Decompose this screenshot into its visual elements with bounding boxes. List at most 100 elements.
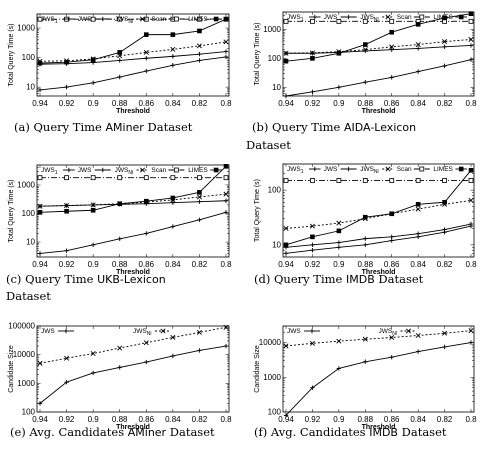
x-tick-label: 0.82 — [437, 415, 453, 424]
data-point-jws — [170, 224, 176, 229]
data-point-limes — [223, 16, 229, 22]
x-tick-label: 0.84 — [410, 260, 426, 269]
data-point-scan — [468, 178, 474, 183]
x-tick-label: 0.8 — [465, 415, 477, 424]
series-line-limes — [285, 13, 472, 62]
x-tick-label: 0.9 — [333, 415, 345, 424]
chart-panel-a: 10 100 1000 0.94 0.92 0.9 0.88 0.86 0.84 0.82 0.8 T… — [8, 13, 232, 134]
data-point-jws — [64, 84, 69, 90]
x-tick-label: 0.8 — [465, 260, 477, 269]
data-point-limes — [64, 59, 69, 65]
legend-marker — [312, 166, 317, 172]
data-point-limes — [197, 190, 202, 195]
x-tick-label: 0.86 — [384, 99, 400, 108]
data-point-limes — [117, 50, 123, 55]
x-tick-label: 0.84 — [165, 99, 181, 108]
data-point-scan — [117, 175, 123, 181]
series-line-jws-nl — [285, 330, 472, 347]
x-axis-label: Threshold — [116, 108, 150, 115]
x-tick-label: 0.82 — [437, 99, 453, 108]
series-line-jws — [285, 342, 472, 416]
data-point-scan — [117, 16, 123, 22]
legend-marker — [66, 167, 72, 173]
legend-marker — [173, 16, 179, 22]
plot-frame — [36, 325, 230, 413]
chart-caption: (e) Avg. Candidates AMiner Dataset — [10, 425, 215, 439]
data-point-jws-nl — [143, 49, 149, 55]
data-point-limes — [468, 168, 474, 173]
data-point-jws — [170, 353, 176, 359]
data-point-jws — [442, 63, 447, 69]
data-point-limes — [415, 22, 421, 27]
legend-label: JWSNl — [360, 166, 378, 175]
data-point-jws-nl — [415, 206, 421, 212]
y-axis-label: Candidate Size — [254, 345, 261, 393]
series-line-jws — [285, 225, 472, 254]
data-point-limes — [117, 201, 123, 207]
legend-marker — [100, 16, 105, 22]
y-tick-label: 10 — [26, 83, 35, 92]
y-axis-label: Total Query Time (s) — [254, 179, 261, 242]
data-point-jws — [37, 251, 43, 256]
series-line-jws — [39, 345, 227, 404]
legend-label: JWS1 — [287, 166, 304, 175]
chart-caption-cont: Dataset — [6, 289, 51, 303]
legend-label: LIMES — [188, 167, 208, 174]
data-point-jws-nl — [90, 202, 96, 208]
data-point-jws — [90, 242, 96, 248]
data-point-jws-nl — [415, 42, 421, 48]
data-point-jws-nl — [442, 39, 448, 45]
legend-marker — [312, 14, 317, 20]
legend-marker — [66, 16, 72, 22]
data-point-jws-1 — [336, 240, 342, 245]
data-point-jws — [283, 251, 289, 256]
x-tick-label: 0.92 — [59, 415, 75, 424]
legend-label: JWS — [287, 328, 301, 335]
data-point-jws-nl — [283, 225, 289, 231]
data-point-scan — [415, 178, 421, 183]
data-point-jws — [117, 236, 122, 242]
data-point-jws — [197, 348, 202, 353]
series-line-jws-nl — [285, 39, 472, 54]
legend-label: JWS1 — [41, 167, 58, 176]
legend-label: JWSNl — [133, 328, 151, 337]
x-tick-label: 0.86 — [138, 415, 154, 424]
chart-panel-d: 10 100 0.94 0.92 0.9 0.88 0.86 0.84 0.82 0.8 Thres… — [254, 163, 477, 286]
legend-label: JWS1 — [41, 16, 58, 25]
data-point-limes — [170, 32, 176, 37]
x-tick-label: 0.8 — [220, 415, 232, 424]
data-point-jws-1 — [170, 54, 176, 59]
data-point-jws — [442, 344, 447, 350]
y-tick-label: 100000 — [8, 322, 35, 331]
data-point-jws-nl — [362, 47, 368, 53]
legend-label: JWS — [78, 16, 92, 23]
series-line-jws-1 — [285, 223, 472, 248]
data-point-jws — [336, 85, 342, 90]
data-point-jws — [468, 57, 474, 62]
y-tick-label: 10 — [26, 238, 35, 247]
y-axis-label: Candidate Size — [8, 345, 15, 393]
y-tick-label: 1000 — [17, 180, 35, 189]
y-tick-label: 100 — [268, 54, 282, 63]
plot-frame — [282, 325, 475, 413]
data-point-limes — [283, 58, 289, 64]
x-tick-label: 0.88 — [112, 260, 128, 269]
data-point-scan — [283, 18, 289, 24]
data-point-jws — [336, 245, 342, 250]
x-tick-label: 0.88 — [357, 260, 373, 269]
data-point-scan — [197, 175, 202, 181]
legend-marker — [405, 328, 412, 334]
legend-label: JWS — [324, 166, 338, 173]
chart-panel-f: 100 1000 10000 0.94 0.92 0.9 0.88 0.86 0.84 0.82 0… — [254, 325, 477, 439]
y-axis-label: Total Query Time (s) — [254, 22, 261, 85]
data-point-jws — [37, 401, 43, 406]
x-tick-label: 0.8 — [465, 99, 477, 108]
series-line-jws-nl — [39, 193, 227, 207]
legend-marker — [346, 166, 351, 172]
x-tick-label: 0.86 — [138, 260, 154, 269]
data-point-jws-nl — [283, 343, 289, 349]
data-point-jws — [90, 370, 96, 376]
data-point-jws-nl — [223, 191, 229, 197]
plot-frame — [36, 13, 230, 97]
